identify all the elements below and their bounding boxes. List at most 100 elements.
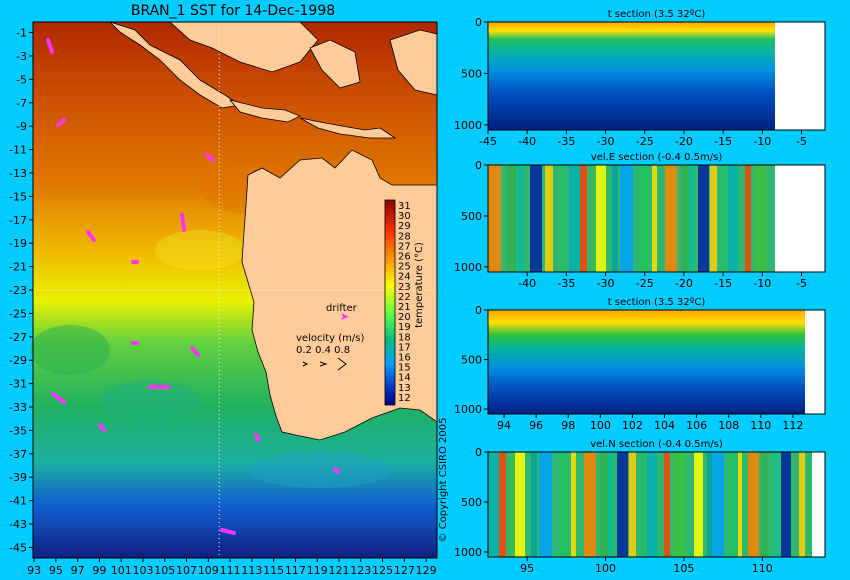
sst-map: BRAN_1 SST for 14-Dec-1998 93 95 97 99 101 10… — [9, 3, 449, 577]
drifter-track — [190, 346, 200, 357]
section-title: vel.N section (-0.4 0.5m/s) — [590, 439, 723, 450]
lon-tick-label: 105 — [154, 564, 175, 577]
velocity-band — [545, 165, 553, 272]
velocity-band — [652, 165, 657, 272]
y-tick-label: 0 — [475, 159, 482, 172]
velocity-band — [799, 452, 805, 557]
x-tick-label: -45 — [479, 135, 497, 148]
x-tick-label: 110 — [750, 419, 771, 432]
lon-tick-label: 107 — [176, 564, 197, 577]
velocity-band — [620, 165, 633, 272]
colorbar-tick-label: 28 — [398, 231, 411, 242]
lon-tick-label: 117 — [285, 564, 306, 577]
x-tick-label: -15 — [714, 135, 732, 148]
lon-tick-label: 99 — [92, 564, 106, 577]
colorbar-tick-label: 31 — [398, 201, 411, 212]
lesser-sunda-land — [299, 117, 397, 139]
lon-tick-label: 109 — [198, 564, 219, 577]
x-tick-label: -10 — [753, 135, 771, 148]
velocity-band — [530, 165, 542, 272]
y-tick-label: 0 — [475, 304, 482, 317]
x-tick-label: -25 — [636, 135, 654, 148]
drifter-track — [220, 528, 236, 535]
y-tick-label: 500 — [461, 496, 482, 509]
velocity-band — [518, 165, 523, 272]
lat-tick-label: -19 — [9, 237, 27, 250]
velocity-band — [738, 452, 742, 557]
sumatra-land — [109, 21, 242, 109]
section-title: vel.E section (-0.4 0.5m/s) — [591, 152, 723, 163]
colorbar-tick-label: 24 — [398, 272, 411, 283]
velocity-band — [707, 452, 712, 557]
lat-tick-label: -37 — [9, 448, 27, 461]
section-field — [488, 310, 825, 414]
section-frame — [487, 309, 826, 415]
lat-tick-label: -45 — [9, 541, 27, 554]
colorbar-tick-label: 25 — [398, 262, 411, 273]
x-tick-label: 100 — [590, 419, 611, 432]
x-tick-label: 96 — [529, 419, 543, 432]
velocity-band — [710, 165, 717, 272]
lat-tick-label: -21 — [9, 261, 27, 274]
velocity-band — [600, 452, 608, 557]
lat-tick-label: -13 — [9, 167, 27, 180]
drifter-track — [98, 423, 106, 432]
x-tick-label: 95 — [520, 562, 534, 575]
x-tick-label: 98 — [561, 419, 575, 432]
x-tick-label: -35 — [557, 135, 575, 148]
colorbar — [384, 199, 396, 406]
lat-tick-label: -43 — [9, 518, 27, 531]
section-panels: t section (3.5 32ºC) -45 -40 -35 -30 -25 -20 -1… — [454, 9, 826, 575]
velocity-band — [694, 452, 703, 557]
x-tick-label: -10 — [753, 277, 771, 290]
drifter-track — [56, 118, 66, 127]
velocity-band — [584, 452, 596, 557]
no-data-region — [805, 310, 825, 414]
lat-tick-label: -23 — [9, 284, 27, 297]
colorbar-tick-label: 21 — [398, 302, 411, 313]
velocity-arrows-icon — [302, 357, 347, 371]
section-frame — [487, 21, 826, 131]
y-tick-label: 500 — [461, 354, 482, 367]
colorbar-tick-label: 16 — [398, 353, 411, 364]
x-tick-label: -15 — [714, 277, 732, 290]
x-tick-label: -5 — [796, 277, 807, 290]
velocity-band — [515, 452, 525, 557]
velocity-band — [488, 452, 499, 557]
colorbar-tick-label: 17 — [398, 342, 411, 353]
lat-tick-label: -33 — [9, 401, 27, 414]
lon-tick-label: 115 — [263, 564, 284, 577]
drifter-track — [254, 433, 260, 442]
drifter-track — [86, 230, 96, 242]
y-tick-label: 1000 — [454, 261, 482, 274]
velocity-band — [596, 165, 606, 272]
velocity-band — [612, 165, 618, 272]
lat-tick-label: -35 — [9, 424, 27, 437]
y-tick-label: 0 — [475, 446, 482, 459]
velocity-band — [664, 452, 670, 557]
x-tick-label: 108 — [718, 419, 739, 432]
colorbar-tick-label: 23 — [398, 282, 411, 293]
no-data-region — [812, 452, 825, 557]
velocity-band — [592, 165, 595, 272]
velocity-band — [729, 452, 737, 557]
lon-tick-label: 111 — [220, 564, 241, 577]
velocity-band — [580, 165, 587, 272]
lat-tick-label: -17 — [9, 214, 27, 227]
colorbar-tick-label: 15 — [398, 363, 411, 374]
x-tick-label: 104 — [654, 419, 675, 432]
lon-tick-label: 123 — [350, 564, 371, 577]
velocity-band — [681, 165, 689, 272]
copyright: © Copyright CSIRO 2005 — [438, 418, 449, 543]
velocity-band — [689, 165, 693, 272]
colorbar-tick-label: 27 — [398, 241, 411, 252]
map-title: BRAN_1 SST for 14-Dec-1998 — [131, 3, 335, 19]
x-tick-label: -20 — [675, 277, 693, 290]
velocity-band — [507, 165, 516, 272]
velocity-band — [665, 165, 677, 272]
y-tick-label: 1000 — [454, 119, 482, 132]
velocity-band — [775, 452, 778, 557]
x-tick-label: 106 — [686, 419, 707, 432]
drifter-track — [180, 213, 186, 232]
